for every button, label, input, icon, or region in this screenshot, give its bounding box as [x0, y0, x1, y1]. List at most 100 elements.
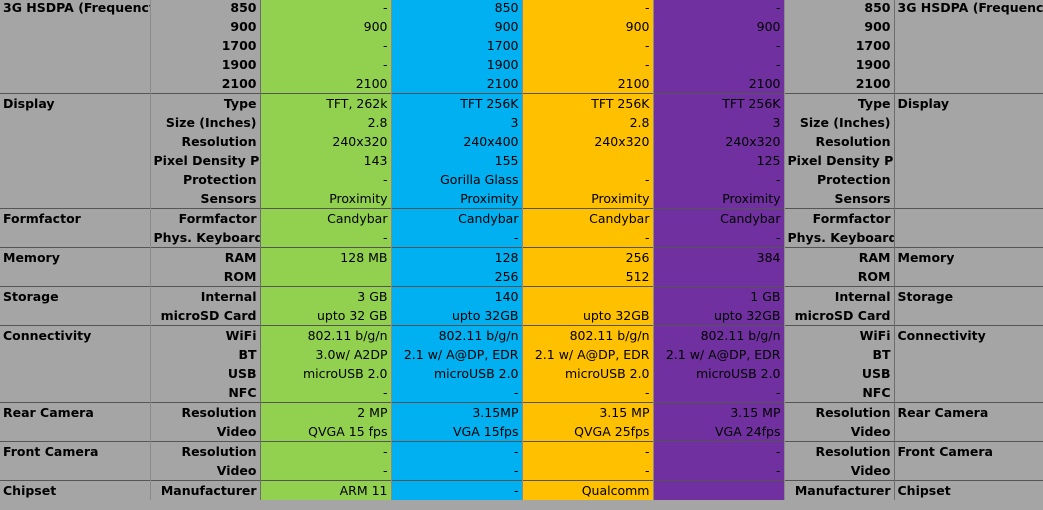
attribute-cell-right: Resolution	[784, 441, 895, 461]
attribute-cell: Phys. Keyboard	[150, 228, 261, 248]
category-cell	[0, 113, 151, 132]
phone-1-value-cell: 3.0w/ A2DP	[260, 345, 392, 364]
category-cell	[0, 74, 151, 94]
category-cell-right: Display	[894, 93, 1043, 113]
phone-4-value-cell: Proximity	[653, 189, 785, 209]
phone-4-value-cell: 802.11 b/g/n	[653, 325, 785, 345]
category-cell	[0, 461, 151, 481]
phone-2-value-cell: 155	[391, 151, 523, 170]
category-cell-right	[894, 170, 1043, 189]
category-cell-right	[894, 267, 1043, 287]
category-cell-right	[894, 55, 1043, 74]
category-cell-right	[894, 383, 1043, 403]
category-cell: Display	[0, 93, 151, 113]
category-cell	[0, 383, 151, 403]
phone-1-value-cell: -	[260, 441, 392, 461]
category-cell	[0, 422, 151, 442]
category-cell-right	[894, 74, 1043, 94]
phone-2-value-cell: 256	[391, 267, 523, 287]
attribute-cell: 1700	[150, 36, 261, 55]
table-row: Resolution 240x320 240x400 240x320 240x320 Re…	[0, 132, 1043, 151]
phone-4-value-cell: 2100	[653, 74, 785, 94]
phone-2-value-cell: microUSB 2.0	[391, 364, 523, 383]
phone-4-value-cell: 125	[653, 151, 785, 170]
phone-3-value-cell: 256	[522, 247, 654, 267]
table-row: ROM 256 512 ROM	[0, 267, 1043, 287]
attribute-cell-right: Protection	[784, 170, 895, 189]
category-cell-right: Front Camera	[894, 441, 1043, 461]
table-row: 2100 2100 2100 2100 2100 2100	[0, 74, 1043, 94]
phone-3-value-cell: -	[522, 55, 654, 74]
category-cell	[0, 132, 151, 151]
category-cell-right	[894, 345, 1043, 364]
table-row: Video - - - - Video	[0, 461, 1043, 481]
table-row: NFC - - - - NFC	[0, 383, 1043, 403]
category-cell: Memory	[0, 247, 151, 267]
phone-1-value-cell: 2100	[260, 74, 392, 94]
phone-2-value-cell: upto 32GB	[391, 306, 523, 326]
category-cell-right	[894, 306, 1043, 326]
phone-2-value-cell: Gorilla Glass	[391, 170, 523, 189]
attribute-cell-right: WiFi	[784, 325, 895, 345]
phone-3-value-cell: 900	[522, 17, 654, 36]
attribute-cell-right: Pixel Density PPI	[784, 151, 895, 170]
table-row: 1700-1700- -1700	[0, 36, 1043, 55]
phone-1-value-cell: -	[260, 170, 392, 189]
phone-4-value-cell: -	[653, 441, 785, 461]
phone-3-value-cell: upto 32GB	[522, 306, 654, 326]
phone-4-value-cell: 240x320	[653, 132, 785, 151]
phone-2-value-cell: Candybar	[391, 208, 523, 228]
phone-1-value-cell: -	[260, 36, 392, 55]
phone-3-value-cell: 3.15 MP	[522, 402, 654, 422]
table-row: Size (Inches) 2.8 3 2.8 3 Size (Inches)	[0, 113, 1043, 132]
phone-2-value-cell: 1700	[391, 36, 523, 55]
attribute-cell-right: Resolution	[784, 402, 895, 422]
phone-2-value-cell: -	[391, 441, 523, 461]
phone-2-value-cell: 140	[391, 286, 523, 306]
phone-1-value-cell: 900	[260, 17, 392, 36]
phone-1-value-cell: 128 MB	[260, 247, 392, 267]
attribute-cell-right: USB	[784, 364, 895, 383]
phone-1-value-cell: QVGA 15 fps	[260, 422, 392, 442]
table-row: Display Type TFT, 262k TFT 256K TFT 256K TFT …	[0, 93, 1043, 113]
phone-2-value-cell: 240x400	[391, 132, 523, 151]
phone-4-value-cell: Candybar	[653, 208, 785, 228]
attribute-cell-right: Resolution	[784, 132, 895, 151]
phone-1-value-cell: 240x320	[260, 132, 392, 151]
category-cell-right: Connectivity	[894, 325, 1043, 345]
phone-2-value-cell: -	[391, 480, 523, 500]
table-row: Rear Camera Resolution 2 MP 3.15MP 3.15 MP 3.…	[0, 402, 1043, 422]
attribute-cell: WiFi	[150, 325, 261, 345]
phone-4-value-cell	[653, 480, 785, 500]
phone-2-value-cell: -	[391, 383, 523, 403]
category-cell-right	[894, 208, 1043, 228]
category-cell	[0, 345, 151, 364]
phone-4-value-cell: VGA 24fps	[653, 422, 785, 442]
phone-1-value-cell: -	[260, 0, 392, 17]
phone-2-value-cell: 3	[391, 113, 523, 132]
table-row: Video QVGA 15 fps VGA 15fps QVGA 25fps VGA 2…	[0, 422, 1043, 442]
phone-3-value-cell: Qualcomm	[522, 480, 654, 500]
phone-1-value-cell: microUSB 2.0	[260, 364, 392, 383]
attribute-cell-right: Manufacturer	[784, 480, 895, 500]
attribute-cell: Video	[150, 461, 261, 481]
table-row: Connectivity WiFi 802.11 b/g/n 802.11 b/g/n…	[0, 325, 1043, 345]
phone-3-value-cell: TFT 256K	[522, 93, 654, 113]
phone-1-value-cell: -	[260, 383, 392, 403]
phone-3-value-cell: -	[522, 228, 654, 248]
table-row: 1900-1900- -1900	[0, 55, 1043, 74]
phone-3-value-cell	[522, 286, 654, 306]
table-row: Storage Internal 3 GB 140 1 GB Internal Storag…	[0, 286, 1043, 306]
phone-3-value-cell: 2100	[522, 74, 654, 94]
table-row: Pixel Density PPI143155125Pixel Density …	[0, 151, 1043, 170]
attribute-cell: Resolution	[150, 441, 261, 461]
phone-1-value-cell: -	[260, 55, 392, 74]
attribute-cell: 2100	[150, 74, 261, 94]
phone-1-value-cell: 3 GB	[260, 286, 392, 306]
attribute-cell: Resolution	[150, 132, 261, 151]
phone-3-value-cell: QVGA 25fps	[522, 422, 654, 442]
attribute-cell-right: Phys. Keyboard	[784, 228, 895, 248]
phone-4-value-cell: -	[653, 55, 785, 74]
attribute-cell: BT	[150, 345, 261, 364]
category-cell-right: Memory	[894, 247, 1043, 267]
